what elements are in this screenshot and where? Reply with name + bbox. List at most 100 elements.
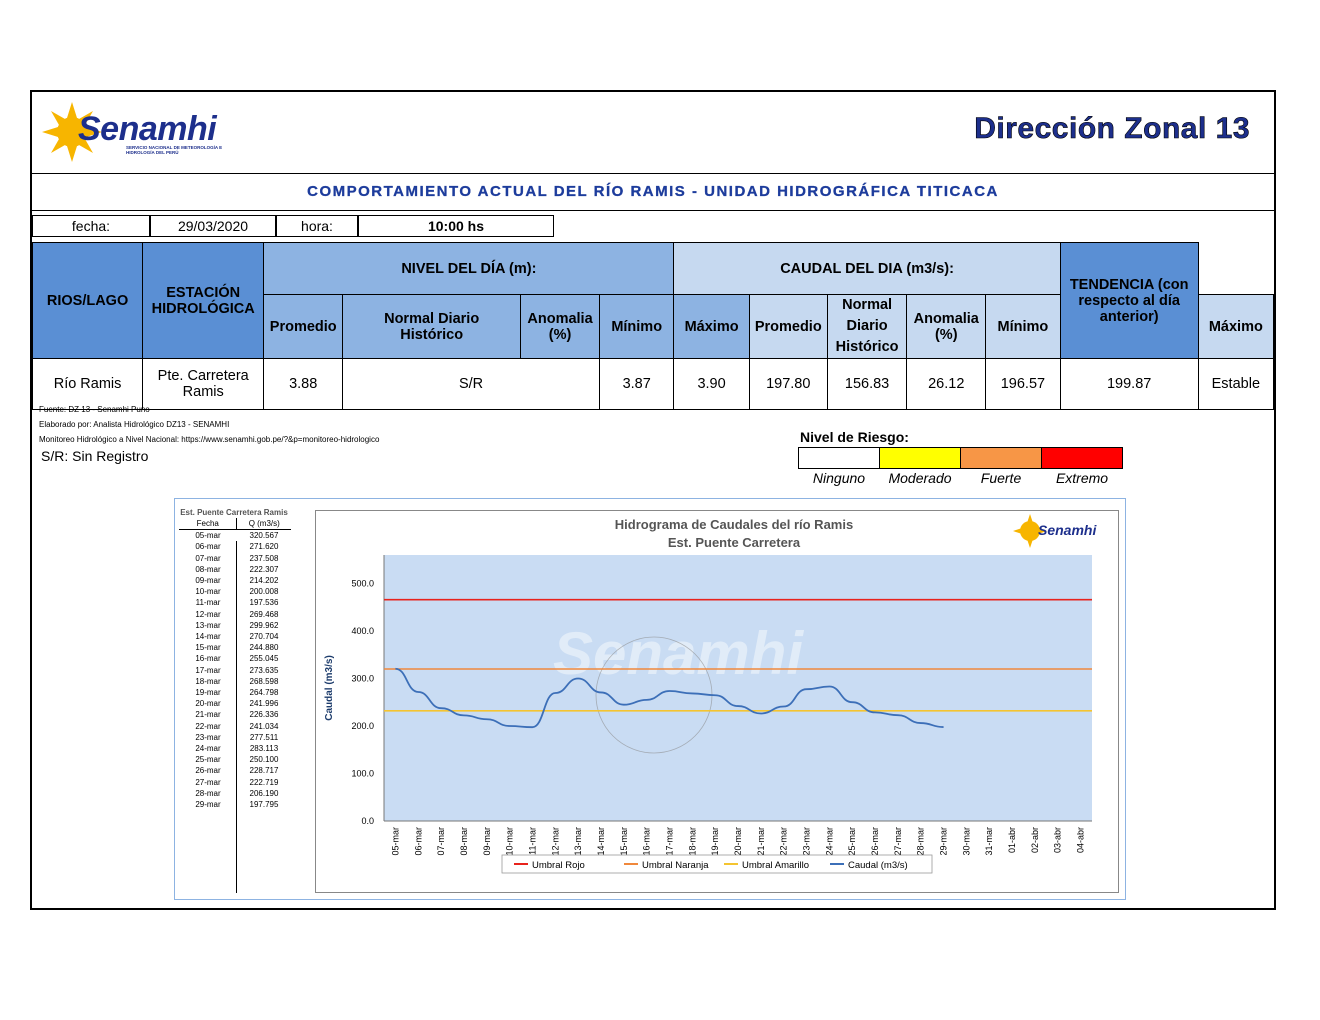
discharge-table-row: 24-mar 283.113: [179, 743, 291, 754]
riesgo-moderado-label: Moderado: [888, 470, 952, 486]
discharge-table-row: 22-mar 241.034: [179, 721, 291, 732]
legend-box: [501, 854, 933, 874]
header-caudal-normal-text: Normal Diario Histórico: [835, 297, 899, 355]
discharge-table-value: 241.034: [249, 721, 279, 731]
cell-nivel-maximo: 3.90: [673, 358, 750, 410]
x-tick-label: 13-mar: [573, 827, 583, 856]
discharge-table-value: 226.336: [249, 710, 279, 720]
legend-label: Umbral Amarillo: [742, 860, 809, 871]
y-tick-label: 400.0: [351, 626, 374, 636]
riesgo-extremo-swatch: [1041, 447, 1123, 469]
y-tick-label: 300.0: [351, 674, 374, 684]
cell-caudal-maximo: 199.87: [1059, 358, 1199, 410]
x-tick-label: 26-mar: [870, 827, 880, 856]
cell-nivel-normal-anomalia: S/R: [342, 358, 600, 410]
discharge-table-date: 14-mar: [195, 632, 221, 642]
legend-label: Caudal (m3/s): [848, 860, 908, 871]
x-tick-label: 23-mar: [802, 827, 812, 856]
cell-estacion-text: Pte. Carretera Ramis: [157, 368, 249, 400]
note-monitoreo: Monitoreo Hidrológico a Nivel Nacional: …: [39, 435, 380, 444]
discharge-table-row: 16-mar 255.045: [179, 653, 291, 664]
cell-caudal-promedio: 197.80: [748, 358, 828, 410]
discharge-table-date: 27-mar: [195, 777, 221, 787]
source-notes: Fuente: DZ 13 - Senamhi Puno Elaborado p…: [39, 402, 379, 447]
discharge-table-value: 244.880: [249, 643, 279, 653]
discharge-table-value: 255.045: [249, 654, 279, 664]
discharge-table-row: 19-mar 264.798: [179, 687, 291, 698]
header-nivel-anomalia: Anomalia (%): [520, 294, 600, 359]
discharge-table-date: 10-mar: [195, 587, 221, 597]
discharge-table-value: 197.795: [249, 800, 279, 810]
report-frame: Senamhi SERVICIO NACIONAL DE METEOROLOGÍ…: [30, 90, 1276, 910]
discharge-table-date: 25-mar: [195, 755, 221, 765]
discharge-table-value: 200.008: [249, 587, 279, 597]
fecha-value: 29/03/2020: [150, 215, 276, 237]
x-tick-label: 25-mar: [847, 827, 857, 856]
x-tick-label: 31-mar: [984, 827, 994, 856]
x-tick-label: 02-abr: [1030, 827, 1040, 853]
discharge-table-row: 27-mar 222.719: [179, 777, 291, 788]
chart-logo-text: Senamhi: [1038, 522, 1097, 538]
note-fuente: Fuente: DZ 13 - Senamhi Puno: [39, 405, 150, 414]
discharge-table-date: 23-mar: [195, 732, 221, 742]
zone-title: Dirección Zonal 13: [974, 112, 1250, 146]
discharge-table-divider: [236, 541, 237, 893]
discharge-table-date: 13-mar: [195, 620, 221, 630]
discharge-table-date: 22-mar: [195, 721, 221, 731]
discharge-table-date: 20-mar: [195, 699, 221, 709]
discharge-table-date: 15-mar: [195, 643, 221, 653]
discharge-table-row: 11-mar 197.536: [179, 597, 291, 608]
discharge-table-date: 17-mar: [195, 665, 221, 675]
legend-label: Umbral Rojo: [532, 860, 585, 871]
discharge-table-value: 197.536: [249, 598, 279, 608]
sun-icon: [42, 102, 102, 162]
x-tick-label: 17-mar: [664, 827, 674, 856]
cell-caudal-minimo: 196.57: [985, 358, 1061, 410]
report-subtitle: COMPORTAMIENTO ACTUAL DEL RÍO RAMIS - UN…: [32, 174, 1274, 211]
riesgo-title: Nivel de Riesgo:: [800, 429, 909, 445]
discharge-table-date: 24-mar: [195, 744, 221, 754]
discharge-table-value: 264.798: [249, 688, 279, 698]
discharge-table-fecha-header: Fecha: [196, 519, 219, 528]
header-caudal-maximo: Máximo: [1197, 294, 1275, 359]
x-tick-label: 01-abr: [1007, 827, 1017, 853]
x-tick-label: 21-mar: [756, 827, 766, 856]
discharge-table-row: 12-mar 269.468: [179, 609, 291, 620]
plot-area: [384, 555, 1092, 821]
x-tick-label: 10-mar: [505, 827, 515, 856]
header-rios: RIOS/LAGO: [31, 242, 144, 359]
discharge-table-value: 214.202: [249, 576, 279, 586]
discharge-table-row: 17-mar 273.635: [179, 665, 291, 676]
discharge-table-row: 05-mar 320.567: [179, 530, 291, 541]
discharge-table-row: 09-mar 214.202: [179, 575, 291, 586]
discharge-table-row: 25-mar 250.100: [179, 754, 291, 765]
cell-caudal-normal: 156.83: [826, 358, 908, 410]
x-tick-label: 04-abr: [1076, 827, 1086, 853]
x-tick-label: 28-mar: [916, 827, 926, 856]
discharge-table-date: 11-mar: [195, 598, 221, 608]
discharge-table-row: 23-mar 277.511: [179, 732, 291, 743]
discharge-table-value: 320.567: [249, 531, 279, 541]
cell-nivel-minimo: 3.87: [598, 358, 675, 410]
header-nivel-normal-text: Normal Diario Histórico: [384, 310, 480, 343]
header-caudal: CAUDAL DEL DIA (m3/s):: [673, 242, 1061, 295]
x-tick-label: 09-mar: [482, 827, 492, 856]
discharge-table-row: 20-mar 241.996: [179, 698, 291, 709]
y-tick-label: 100.0: [351, 769, 374, 779]
riesgo-ninguno-label: Ninguno: [812, 470, 866, 486]
discharge-table-row: 10-mar 200.008: [179, 586, 291, 597]
discharge-table-value: 270.704: [249, 632, 279, 642]
legend-label: Umbral Naranja: [642, 860, 709, 871]
series-line-caudal-m3-s: [395, 667, 944, 729]
discharge-table-value: 250.100: [249, 755, 279, 765]
header-caudal-minimo: Mínimo: [985, 294, 1061, 359]
discharge-table-value: 273.635: [249, 665, 279, 675]
discharge-table-date: 06-mar: [195, 542, 221, 552]
hydrograph-svg: Senamhi 0.0 100.0 200.0 300.0 400.0 500.0 05-ma…: [324, 514, 1097, 874]
discharge-table-date: 08-mar: [195, 564, 221, 574]
header-nivel-anomalia-text: Anomalia (%): [527, 310, 593, 343]
x-tick-label: 12-mar: [550, 827, 560, 856]
x-tick-label: 08-mar: [459, 827, 469, 856]
x-tick-label: 06-mar: [413, 827, 423, 856]
discharge-table-value: 222.307: [249, 564, 279, 574]
